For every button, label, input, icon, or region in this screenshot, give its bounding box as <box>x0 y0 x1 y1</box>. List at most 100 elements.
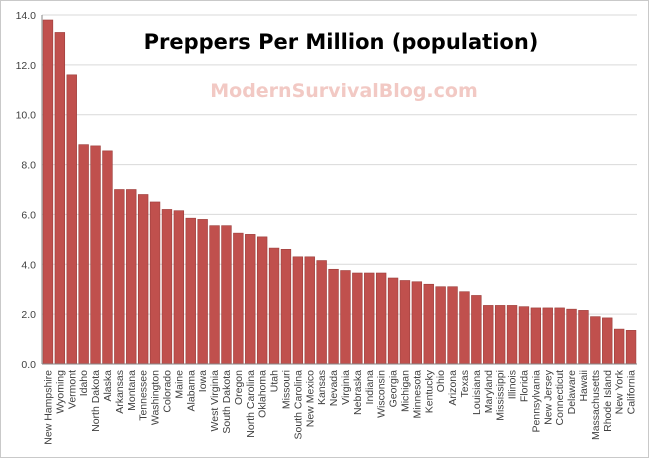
x-tick-label: Utah <box>269 370 281 392</box>
x-tick-label: New Mexico <box>304 370 316 427</box>
bar-new-jersey <box>542 307 553 365</box>
bar-alaska <box>102 150 113 365</box>
bar-idaho <box>78 144 89 365</box>
x-tick-label: Oklahoma <box>257 370 269 418</box>
bar-vermont <box>66 74 77 365</box>
bar-illinois <box>506 305 518 365</box>
bar-nebraska <box>352 272 363 365</box>
x-tick-label: Ohio <box>435 370 447 392</box>
x-tick-label: Wyoming <box>54 370 66 414</box>
x-tick-label: Colorado <box>161 370 173 413</box>
x-tick-label: Iowa <box>197 370 209 392</box>
bar-oregon <box>233 232 244 365</box>
bar-delaware <box>566 308 577 365</box>
bar-wisconsin <box>375 272 387 365</box>
x-tick-label: North Carolina <box>245 370 257 438</box>
bar-texas <box>459 291 470 365</box>
bar-connecticut <box>554 307 565 365</box>
bar-montana <box>126 189 137 365</box>
bar-iowa <box>197 219 208 365</box>
bar-kansas <box>316 260 327 365</box>
x-tick-label: Tennessee <box>138 370 150 421</box>
bar-south-dakota <box>221 225 232 365</box>
x-tick-label: Alaska <box>102 370 114 402</box>
bar-maine <box>173 210 185 365</box>
bar-new-york <box>613 328 625 365</box>
bar-massachusetts <box>590 316 601 365</box>
x-tick-label: California <box>626 370 638 415</box>
bar-california <box>625 330 637 365</box>
bar-washington <box>149 201 161 365</box>
x-tick-label: Montana <box>126 370 138 411</box>
x-tick-label: Connecticut <box>554 370 566 426</box>
y-tick-label: 14.0 <box>16 10 37 22</box>
x-tick-label: Massachusetts <box>590 370 602 440</box>
x-tick-label: New Hampshire <box>42 370 54 445</box>
bar-georgia <box>387 277 399 365</box>
y-tick-label: 8.0 <box>21 160 36 172</box>
bar-wyoming <box>54 32 66 365</box>
bar-colorado <box>161 209 173 365</box>
bar-missouri <box>280 249 292 365</box>
bar-rhode-island <box>602 317 613 365</box>
x-tick-label: Kentucky <box>423 369 435 413</box>
bar-alabama <box>185 217 196 365</box>
watermark-annotation: ModernSurvivalBlog.com <box>210 80 478 102</box>
x-tick-label: Wisconsin <box>376 370 388 418</box>
x-tick-label: Pennsylvania <box>530 370 542 433</box>
bar-virginia <box>340 270 351 365</box>
x-tick-label: Oregon <box>233 370 245 405</box>
x-tick-label: Louisiana <box>471 370 483 415</box>
bar-arkansas <box>114 189 125 365</box>
y-tick-label: 4.0 <box>21 259 36 271</box>
x-tick-label: Alabama <box>185 370 197 412</box>
bar-louisiana <box>471 295 482 365</box>
x-tick-label: South Carolina <box>292 370 304 440</box>
bar-ohio <box>435 286 446 365</box>
bar-indiana <box>364 272 375 365</box>
bar-utah <box>268 247 280 365</box>
x-tick-label: Delaware <box>566 370 578 415</box>
bar-north-dakota <box>90 145 101 365</box>
bars <box>42 19 637 365</box>
chart-title: Preppers Per Million (population) <box>144 30 539 54</box>
y-tick-label: 12.0 <box>16 60 37 72</box>
y-tick-label: 6.0 <box>21 209 36 221</box>
x-tick-label: Nebraska <box>352 370 364 415</box>
bar-michigan <box>399 280 411 365</box>
bar-kentucky <box>423 283 434 365</box>
bar-new-mexico <box>304 256 315 365</box>
axes: 0.0 2.0 4.0 6.0 8.0 10.0 12.0 14.0 <box>16 10 637 371</box>
category-labels: New Hampshire Wyoming Vermont Idaho North Da… <box>42 369 637 444</box>
bar-tennessee <box>137 194 149 365</box>
x-tick-label: Kansas <box>316 370 328 405</box>
y-tick-label: 2.0 <box>21 309 36 321</box>
bar-south-carolina <box>292 256 304 365</box>
bar-arizona <box>447 286 458 365</box>
x-tick-label: Illinois <box>507 370 519 399</box>
x-tick-label: South Dakota <box>221 370 233 434</box>
y-tick-label: 10.0 <box>16 110 37 122</box>
bar-pennsylvania <box>530 307 542 365</box>
bar-florida <box>518 306 530 365</box>
x-tick-label: Georgia <box>388 370 400 408</box>
x-tick-label: Washington <box>150 370 162 425</box>
bar-minnesota <box>411 281 423 365</box>
x-tick-label: Arizona <box>447 370 459 406</box>
bar-north-carolina <box>245 234 256 365</box>
y-tick-label: 0.0 <box>21 359 36 371</box>
x-tick-label: Maine <box>173 370 185 399</box>
x-tick-label: Hawaii <box>578 370 590 402</box>
x-tick-label: Arkansas <box>114 370 126 414</box>
x-tick-label: West Virginia <box>209 370 221 432</box>
bar-oklahoma <box>256 236 268 365</box>
x-tick-label: Michigan <box>399 370 411 412</box>
x-tick-label: Mississippi <box>495 370 507 421</box>
x-tick-label: New York <box>614 369 626 414</box>
x-tick-label: Rhode Island <box>602 370 614 432</box>
x-tick-label: Indiana <box>364 370 376 405</box>
x-tick-label: Nevada <box>328 370 340 406</box>
bar-new-hampshire <box>42 19 54 365</box>
